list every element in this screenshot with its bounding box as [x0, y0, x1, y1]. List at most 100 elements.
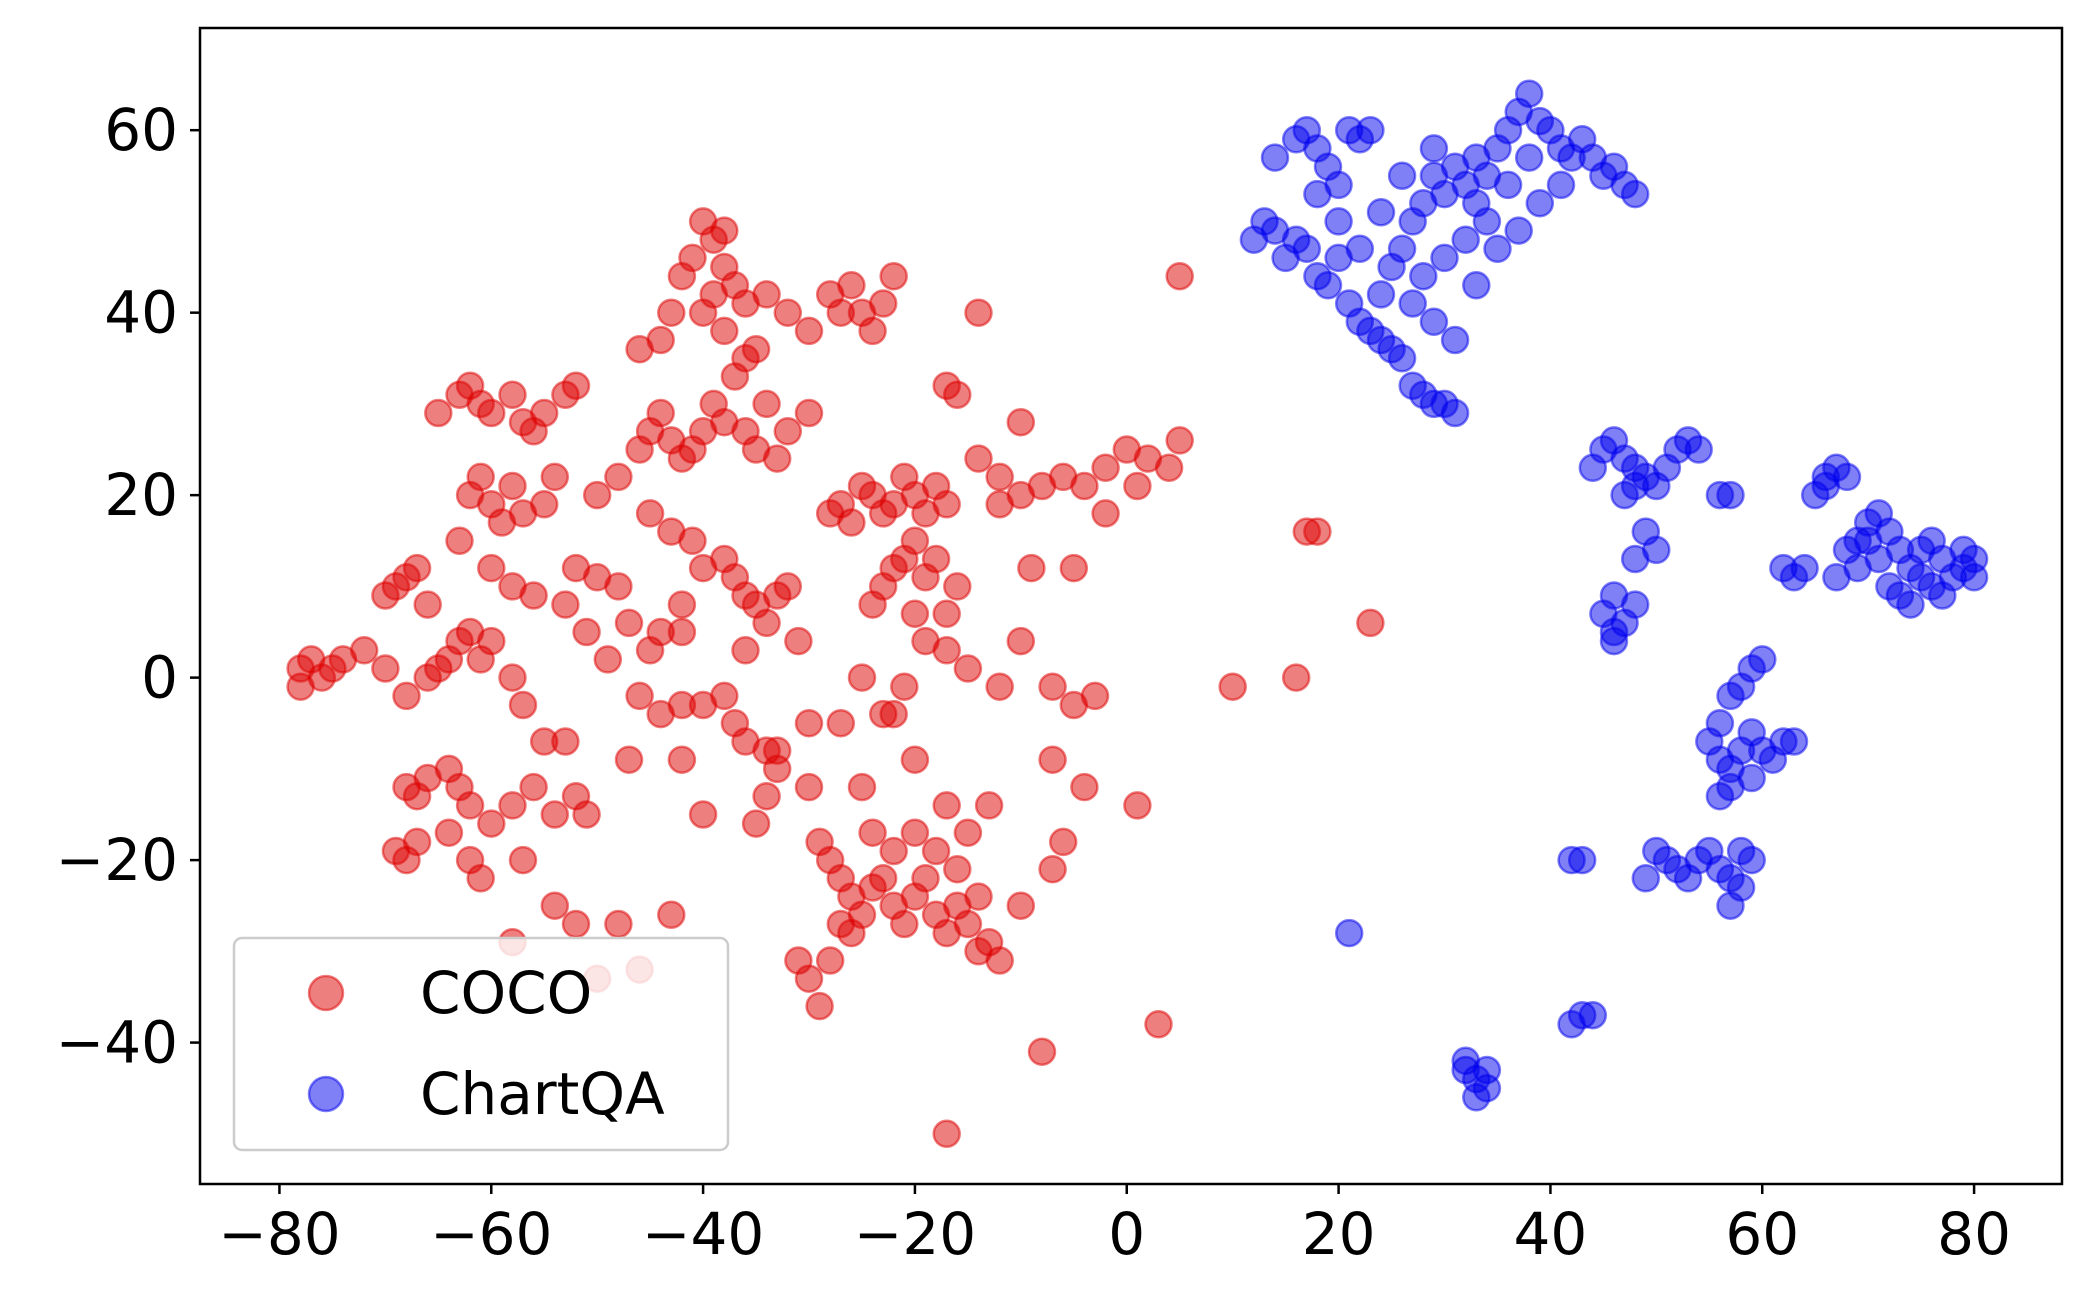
data-point: [1387, 234, 1417, 264]
data-point: [1705, 781, 1735, 811]
data-point: [762, 736, 792, 765]
y-tick-label: −40: [56, 1009, 178, 1077]
data-point: [402, 553, 432, 583]
data-point: [1398, 289, 1427, 318]
data-point: [455, 791, 485, 820]
data-point: [953, 909, 983, 939]
data-point: [815, 946, 845, 975]
data-point: [741, 334, 771, 364]
data-point: [1483, 234, 1512, 264]
data-point: [1620, 471, 1650, 501]
data-point: [1451, 225, 1480, 254]
data-point: [604, 909, 633, 939]
data-point: [540, 800, 570, 829]
data-point: [477, 398, 506, 428]
data-point: [667, 617, 697, 647]
data-point: [614, 745, 644, 774]
data-point: [847, 772, 877, 802]
data-point: [519, 581, 548, 610]
data-point: [667, 261, 697, 291]
data-point: [498, 663, 527, 692]
data-point: [1048, 827, 1078, 857]
data-points: [286, 79, 1989, 1149]
data-point: [858, 316, 887, 346]
data-point: [551, 727, 580, 756]
data-point: [678, 526, 707, 556]
data-point: [943, 572, 972, 601]
data-point: [1345, 234, 1375, 264]
data-point: [1154, 453, 1184, 483]
x-tick-label: −40: [642, 1200, 764, 1268]
data-point: [1334, 918, 1364, 948]
data-point: [1875, 572, 1904, 601]
data-point: [1419, 307, 1449, 337]
y-tick-label: −20: [56, 826, 178, 894]
data-point: [773, 572, 803, 601]
data-point: [519, 417, 548, 446]
data-point: [1356, 608, 1385, 638]
data-point: [710, 216, 739, 245]
data-point: [434, 818, 464, 847]
data-point: [1165, 426, 1194, 455]
x-tick-label: −20: [854, 1200, 976, 1268]
data-point: [1387, 161, 1417, 191]
plot-frame: [198, 26, 2064, 1186]
data-point: [953, 654, 983, 683]
data-point: [1292, 234, 1322, 264]
legend-marker-chartqa: [307, 1075, 345, 1113]
data-point: [1578, 1000, 1608, 1030]
data-point: [900, 818, 930, 847]
data-point: [508, 690, 538, 720]
data-point: [1281, 663, 1311, 692]
data-point: [900, 745, 930, 774]
data-point: [561, 371, 591, 400]
data-point: [890, 672, 919, 701]
data-point: [773, 417, 803, 446]
data-point: [635, 499, 665, 528]
x-tick-label: 80: [1937, 1200, 2011, 1268]
data-point: [752, 781, 781, 811]
data-point: [1959, 563, 1989, 592]
data-point: [1462, 143, 1491, 172]
legend-box: [232, 936, 730, 1152]
legend-label-chartqa: ChartQA: [420, 1060, 665, 1128]
data-point: [1748, 645, 1777, 674]
data-point: [1620, 590, 1650, 619]
data-point: [1366, 280, 1396, 309]
data-point: [1716, 480, 1745, 510]
data-point: [826, 909, 856, 939]
data-point: [784, 626, 813, 656]
data-point: [508, 845, 538, 875]
data-point: [646, 398, 675, 428]
data-point: [487, 508, 517, 537]
data-point: [1091, 453, 1120, 483]
data-point: [1038, 672, 1067, 701]
y-tick-label: 40: [104, 279, 178, 347]
data-point: [477, 553, 506, 583]
data-point: [614, 608, 644, 638]
data-point: [752, 608, 781, 638]
data-point: [519, 772, 548, 802]
data-point: [1334, 115, 1364, 145]
data-point: [1472, 1055, 1502, 1085]
x-tick-label: 60: [1725, 1200, 1799, 1268]
data-point: [974, 791, 1004, 820]
data-point: [1504, 216, 1533, 245]
data-point: [582, 480, 612, 510]
data-point: [561, 909, 591, 939]
data-point: [625, 681, 654, 711]
data-point: [921, 836, 951, 866]
data-point: [540, 462, 570, 492]
x-tick-label: −60: [430, 1200, 552, 1268]
data-point: [402, 827, 432, 857]
data-point: [932, 636, 961, 665]
data-point: [911, 864, 940, 893]
data-point: [794, 316, 824, 346]
data-point: [964, 298, 993, 327]
data-point: [349, 636, 379, 665]
data-point: [1599, 626, 1629, 656]
data-point: [752, 389, 781, 419]
data-point: [1165, 261, 1194, 291]
data-point: [1123, 791, 1152, 820]
y-tick-label: 60: [104, 96, 178, 164]
